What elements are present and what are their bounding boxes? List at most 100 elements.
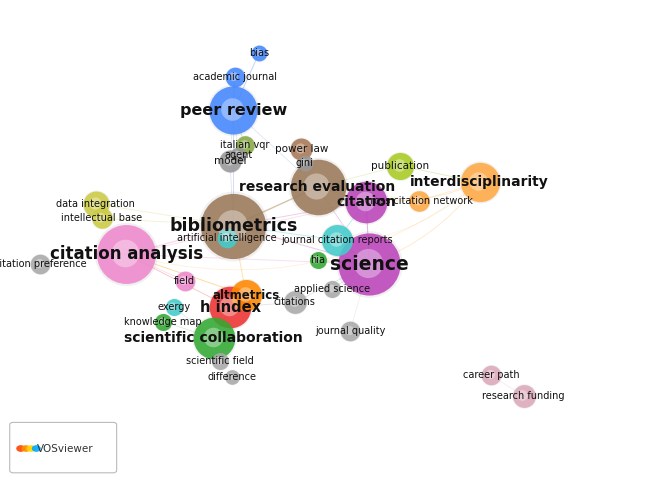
Text: artificial intelligence: artificial intelligence	[177, 233, 277, 242]
Point	[253, 48, 263, 56]
Point	[413, 196, 423, 204]
Text: applied science: applied science	[294, 284, 371, 294]
Point	[332, 236, 342, 244]
Point	[240, 290, 250, 298]
Text: citations: citations	[274, 298, 316, 307]
Point	[241, 291, 251, 299]
Circle shape	[16, 445, 25, 452]
Text: research funding: research funding	[482, 391, 565, 401]
Point	[227, 373, 237, 381]
Point	[222, 234, 232, 241]
Point	[361, 198, 371, 205]
Point	[224, 156, 234, 164]
Text: scientific field: scientific field	[187, 356, 254, 366]
Point	[414, 197, 424, 204]
Point	[121, 251, 132, 258]
Text: citation preference: citation preference	[0, 259, 86, 269]
Point	[121, 251, 132, 258]
Text: scientific collaboration: scientific collaboration	[124, 331, 303, 346]
Point	[414, 197, 424, 204]
Text: exergy: exergy	[157, 302, 191, 312]
Point	[232, 150, 242, 157]
Point	[330, 235, 341, 243]
Point	[178, 276, 189, 284]
Point	[395, 162, 405, 169]
Point	[474, 179, 485, 186]
Text: altmetrics: altmetrics	[213, 288, 280, 302]
Point	[120, 250, 130, 257]
Point	[97, 215, 107, 222]
Point	[343, 326, 354, 334]
Text: citation analysis: citation analysis	[50, 245, 203, 264]
Point	[518, 392, 529, 400]
Point	[485, 371, 495, 378]
Text: h index: h index	[200, 300, 260, 315]
Point	[360, 197, 370, 204]
Point	[207, 334, 218, 341]
Point	[326, 284, 336, 292]
Point	[227, 373, 237, 381]
Point	[89, 199, 100, 207]
Text: journal citation reports: journal citation reports	[281, 235, 393, 245]
Text: cross citation network: cross citation network	[365, 196, 473, 205]
Point	[364, 260, 375, 268]
Text: bibliometrics: bibliometrics	[169, 216, 297, 235]
Point	[158, 318, 168, 325]
Point	[363, 259, 373, 267]
Point	[214, 356, 224, 364]
Point	[295, 144, 305, 152]
Point	[312, 256, 323, 264]
Point	[227, 106, 237, 113]
Point	[179, 277, 190, 285]
Text: italian vqr: italian vqr	[220, 140, 270, 150]
Point	[91, 200, 101, 208]
Point	[228, 107, 238, 114]
Circle shape	[32, 445, 41, 452]
Text: model: model	[214, 156, 246, 166]
Point	[299, 159, 310, 167]
Point	[157, 317, 167, 324]
Point	[225, 157, 235, 165]
Point	[226, 372, 236, 380]
Point	[179, 277, 190, 285]
Point	[486, 372, 496, 379]
Point	[395, 162, 405, 169]
Point	[361, 198, 371, 205]
Text: peer review: peer review	[179, 103, 287, 118]
Point	[168, 303, 179, 311]
Point	[254, 49, 264, 57]
Text: academic journal: academic journal	[192, 72, 277, 82]
Circle shape	[27, 445, 36, 452]
FancyBboxPatch shape	[10, 422, 117, 473]
Point	[364, 260, 375, 268]
Text: intellectual base: intellectual base	[61, 214, 143, 223]
Text: publication: publication	[371, 161, 429, 170]
Point	[225, 303, 235, 311]
Point	[296, 145, 307, 153]
Point	[473, 178, 483, 185]
Point	[215, 357, 226, 365]
Text: citation: citation	[336, 194, 396, 209]
Point	[240, 141, 250, 149]
Point	[35, 260, 45, 268]
Text: knowledge map: knowledge map	[124, 317, 202, 326]
Point	[486, 372, 496, 379]
Point	[312, 183, 323, 191]
Point	[91, 200, 101, 208]
Point	[34, 259, 44, 267]
Point	[312, 183, 323, 191]
Point	[288, 298, 299, 305]
Text: agent: agent	[224, 150, 253, 159]
Point	[167, 302, 178, 310]
Text: gini: gini	[295, 158, 314, 168]
Text: VOSviewer: VOSviewer	[37, 444, 93, 454]
Point	[312, 256, 323, 264]
Point	[229, 73, 240, 81]
Text: journal quality: journal quality	[315, 326, 385, 336]
Point	[254, 49, 264, 57]
Point	[158, 318, 168, 325]
Point	[345, 327, 355, 335]
Point	[233, 151, 244, 158]
Point	[311, 182, 321, 190]
Point	[209, 335, 219, 342]
